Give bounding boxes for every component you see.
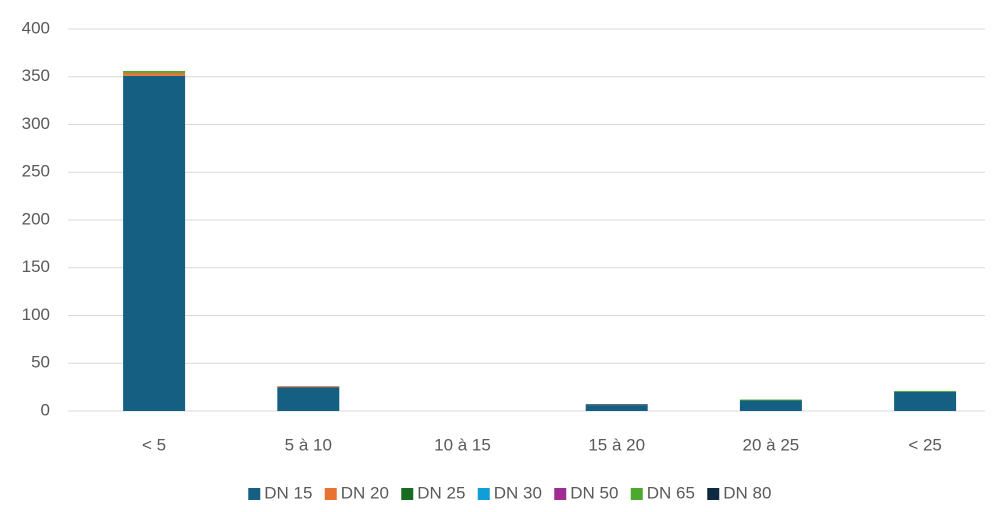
bar-segment xyxy=(739,399,802,401)
legend-label: DN 20 xyxy=(341,483,389,502)
x-tick-label: < 5 xyxy=(142,435,166,454)
bar-segment xyxy=(585,405,648,411)
legend-swatch xyxy=(401,488,414,500)
y-tick-label: 300 xyxy=(22,114,50,133)
y-tick-label: 250 xyxy=(22,162,50,181)
legend-swatch xyxy=(248,488,261,500)
y-tick-label: 0 xyxy=(41,400,50,419)
bar-segment xyxy=(277,386,340,388)
legend-swatch xyxy=(707,488,720,500)
x-tick-label: 10 à 15 xyxy=(434,435,491,454)
bar-segment xyxy=(585,404,648,406)
legend-label: DN 50 xyxy=(570,483,618,502)
bar-segment xyxy=(123,75,186,412)
x-tick-label: 5 à 10 xyxy=(285,435,332,454)
y-tick-label: 350 xyxy=(22,66,50,85)
legend-label: DN 15 xyxy=(264,483,312,502)
y-tick-label: 200 xyxy=(22,209,50,228)
legend-swatch xyxy=(324,488,337,500)
x-tick-label: 15 à 20 xyxy=(588,435,645,454)
legend-label: DN 65 xyxy=(647,483,695,502)
bar-segment xyxy=(894,390,957,392)
legend-label: DN 80 xyxy=(723,483,771,502)
legend-label: DN 30 xyxy=(494,483,542,502)
x-tick-label: 20 à 25 xyxy=(743,435,800,454)
legend-swatch xyxy=(477,488,490,500)
bar-segment xyxy=(739,400,802,411)
bar-segment xyxy=(123,72,186,76)
x-tick-label: < 25 xyxy=(908,435,942,454)
y-tick-label: 50 xyxy=(31,353,50,372)
legend-swatch xyxy=(630,488,643,500)
bar-segment xyxy=(123,71,186,73)
legend-label: DN 25 xyxy=(417,483,465,502)
bar-segment xyxy=(277,387,340,411)
y-tick-label: 100 xyxy=(22,305,50,324)
legend-swatch xyxy=(554,488,567,500)
bar-segment xyxy=(894,391,957,411)
y-tick-label: 150 xyxy=(22,257,50,276)
y-tick-label: 400 xyxy=(22,18,50,37)
